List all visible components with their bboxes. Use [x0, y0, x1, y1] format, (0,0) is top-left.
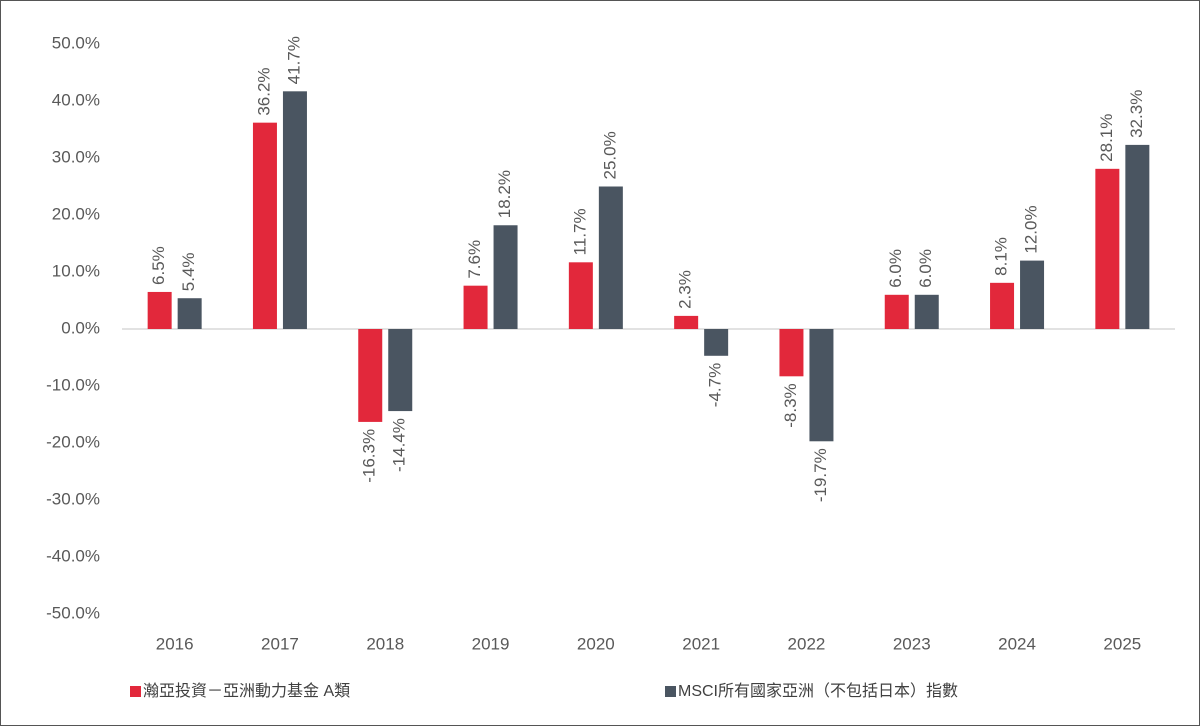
- value-label: 7.6%: [465, 240, 484, 279]
- value-label: 41.7%: [284, 36, 303, 84]
- value-label: 6.5%: [149, 246, 168, 285]
- bar: [1095, 168, 1120, 329]
- value-label: 6.0%: [886, 249, 905, 288]
- bar: [388, 329, 413, 412]
- x-tick-label: 2024: [998, 634, 1036, 653]
- value-label: -16.3%: [360, 429, 379, 483]
- bar: [990, 282, 1015, 329]
- y-tick-label: 10.0%: [52, 261, 100, 280]
- bar: [358, 329, 383, 422]
- bar: [1125, 144, 1150, 329]
- legend-swatch: [130, 686, 141, 697]
- x-tick-label: 2017: [261, 634, 299, 653]
- value-label: 32.3%: [1127, 90, 1146, 138]
- value-label: 25.0%: [600, 131, 619, 179]
- bar: [884, 294, 909, 329]
- value-label: 36.2%: [254, 67, 273, 115]
- bar: [252, 122, 277, 329]
- value-label: 8.1%: [992, 237, 1011, 276]
- x-tick-label: 2025: [1103, 634, 1141, 653]
- bar: [674, 315, 699, 329]
- x-tick-label: 2019: [472, 634, 510, 653]
- value-label: 18.2%: [495, 170, 514, 218]
- y-tick-label: -40.0%: [46, 546, 100, 565]
- bar: [568, 262, 593, 329]
- bar: [598, 186, 623, 329]
- bar: [147, 291, 172, 329]
- bar: [809, 329, 834, 442]
- bar: [914, 294, 939, 329]
- x-tick-label: 2018: [366, 634, 404, 653]
- value-label: -8.3%: [781, 383, 800, 427]
- value-label: 2.3%: [676, 270, 695, 309]
- y-tick-label: -50.0%: [46, 603, 100, 622]
- bar: [779, 329, 804, 377]
- y-tick-label: 0.0%: [61, 318, 100, 337]
- bar: [704, 329, 729, 356]
- x-tick-label: 2016: [156, 634, 194, 653]
- legend-label: MSCI所有國家亞洲（不包括日本）指數: [678, 682, 958, 700]
- y-tick-label: 40.0%: [52, 90, 100, 109]
- bar: [1020, 260, 1045, 329]
- value-label: 28.1%: [1097, 114, 1116, 162]
- y-tick-label: -20.0%: [46, 432, 100, 451]
- y-tick-label: 20.0%: [52, 204, 100, 223]
- x-tick-label: 2022: [788, 634, 826, 653]
- bar: [463, 285, 488, 329]
- legend-swatch: [665, 686, 676, 697]
- value-label: -14.4%: [390, 418, 409, 472]
- value-label: 5.4%: [179, 252, 198, 291]
- value-label: 11.7%: [570, 208, 589, 255]
- y-tick-label: 50.0%: [52, 33, 100, 52]
- value-label: 6.0%: [916, 249, 935, 288]
- value-label: -19.7%: [811, 448, 830, 502]
- y-tick-label: 30.0%: [52, 147, 100, 166]
- legend-label: 瀚亞投資－亞洲動力基金 A類: [143, 682, 350, 700]
- value-label: -4.7%: [706, 363, 725, 407]
- x-tick-label: 2020: [577, 634, 615, 653]
- value-label: 12.0%: [1022, 205, 1041, 253]
- y-tick-label: -10.0%: [46, 375, 100, 394]
- x-tick-label: 2023: [893, 634, 931, 653]
- bar: [177, 298, 202, 329]
- x-tick-label: 2021: [682, 634, 720, 653]
- bar: [282, 91, 307, 329]
- y-tick-label: -30.0%: [46, 489, 100, 508]
- bar: [493, 225, 518, 329]
